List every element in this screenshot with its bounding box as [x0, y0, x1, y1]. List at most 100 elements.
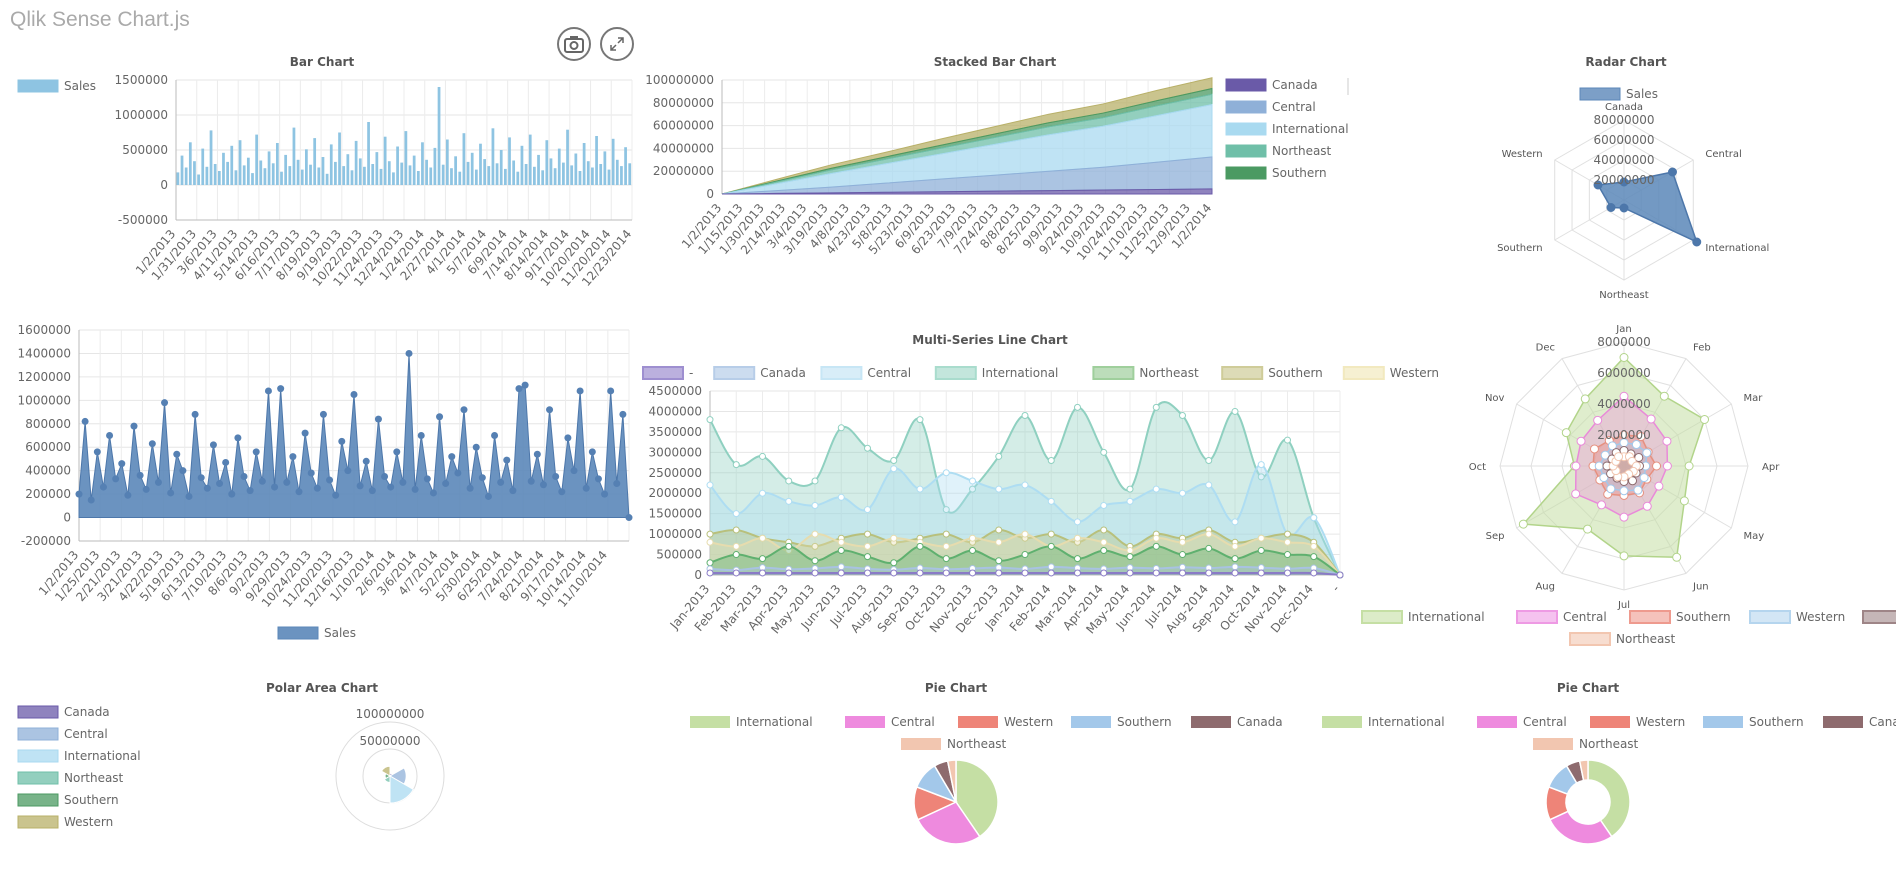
radar-point	[1619, 486, 1629, 496]
legend-sales: Sales	[1626, 87, 1658, 101]
line-point	[1231, 407, 1239, 415]
line-point	[619, 410, 627, 418]
bar	[176, 172, 180, 185]
bar	[599, 164, 603, 185]
y-tick-label: 500000	[656, 548, 702, 562]
line-point	[1074, 518, 1081, 526]
line-point	[472, 443, 480, 451]
line-point	[564, 434, 572, 442]
line-point	[307, 469, 315, 477]
expand-button[interactable]	[600, 27, 634, 61]
line-point	[1179, 412, 1186, 420]
line-point	[942, 530, 950, 538]
radar-point	[1619, 353, 1629, 362]
line-point	[1047, 569, 1055, 577]
bar	[354, 140, 358, 185]
legend-central: Central	[1523, 715, 1567, 729]
legend-swatch	[934, 366, 977, 380]
bar	[549, 158, 553, 185]
bar	[562, 162, 565, 185]
pie-slice-international	[955, 759, 999, 838]
radar-point	[1619, 391, 1629, 401]
legend-swatch	[1823, 716, 1863, 728]
line-point	[601, 490, 609, 498]
line-international	[709, 401, 1341, 576]
legend-swatch	[845, 716, 885, 728]
sales-line-chart: 1600000 1400000 1200000 1000000 800000 600000…	[18, 323, 633, 640]
line-point	[1231, 542, 1239, 550]
radar-point	[1614, 452, 1624, 462]
camera-icon	[564, 36, 584, 53]
legend-swatch	[1533, 738, 1573, 750]
legend-international: International	[1272, 122, 1349, 136]
line-point	[466, 484, 474, 492]
bar	[255, 134, 259, 185]
bar	[184, 167, 188, 185]
line-point	[417, 432, 425, 439]
legend-southern: Southern	[64, 793, 119, 807]
line-point	[995, 452, 1003, 460]
line-point	[258, 477, 266, 485]
legend-western: Western	[1390, 366, 1439, 380]
line-point	[890, 559, 898, 567]
line-point	[864, 542, 871, 550]
bar	[545, 140, 549, 185]
legend-northeast: Northeast	[1272, 144, 1332, 158]
radar-axis-label: Nov	[1485, 393, 1505, 404]
radar-point	[1633, 485, 1643, 495]
line-point	[759, 569, 766, 577]
line-point	[785, 569, 793, 577]
bar	[375, 152, 379, 185]
legend-northeast: Northeast	[947, 737, 1007, 751]
line-point	[1126, 497, 1134, 505]
line-point	[326, 476, 334, 484]
radar-axis-label: Feb	[1693, 342, 1711, 353]
legend-swatch	[1092, 366, 1135, 380]
y-tick-label: 1000000	[18, 393, 71, 407]
bar	[541, 170, 545, 185]
bar	[607, 169, 611, 185]
bar	[321, 157, 325, 185]
line-point	[240, 473, 248, 481]
polar-tick-label: 50000000	[359, 734, 420, 748]
line-point	[1021, 530, 1029, 538]
legend-international: International	[982, 366, 1059, 380]
y-tick-label: 60000000	[653, 119, 714, 133]
bar	[433, 147, 437, 185]
line-point	[1257, 461, 1265, 469]
line-point	[1021, 569, 1029, 577]
bar	[284, 154, 288, 185]
legend-southern-swatch	[17, 793, 59, 807]
chart-title: Radar Chart	[1585, 55, 1666, 69]
y-tick-label: 0	[160, 178, 168, 192]
line-point	[785, 477, 793, 485]
bar	[533, 166, 536, 185]
line-point	[864, 553, 871, 561]
bar	[445, 139, 449, 185]
line-point	[1021, 412, 1029, 420]
legend-southern: Southern	[1676, 610, 1731, 624]
line-point	[759, 489, 766, 497]
radar-point	[1518, 519, 1528, 529]
bar	[466, 161, 470, 185]
line-point	[228, 490, 236, 498]
line-point	[558, 488, 566, 496]
bar	[474, 169, 478, 185]
line-point	[759, 452, 766, 460]
bar	[487, 166, 491, 185]
line-point	[732, 551, 740, 559]
chart-title: Stacked Bar Chart	[934, 55, 1057, 69]
bar	[437, 87, 441, 185]
bar	[512, 160, 516, 185]
radar-point	[1646, 414, 1656, 424]
line-point	[1205, 544, 1213, 552]
radar-point	[1619, 177, 1629, 187]
radar-tick-label: 80000000	[1593, 113, 1654, 127]
radar-axis-label: Canada	[1605, 102, 1643, 113]
polar-area-chart: Polar Area Chart Canada Central Internation…	[17, 681, 445, 831]
monthly-radar-chart: Jan Feb Mar Apr May Jun Jul Aug Sep Oct Nov Dec 8000…	[1361, 324, 1896, 646]
line-point	[277, 385, 285, 393]
line-point	[93, 448, 101, 456]
snapshot-button[interactable]	[557, 27, 591, 61]
radar-point	[1628, 476, 1638, 486]
